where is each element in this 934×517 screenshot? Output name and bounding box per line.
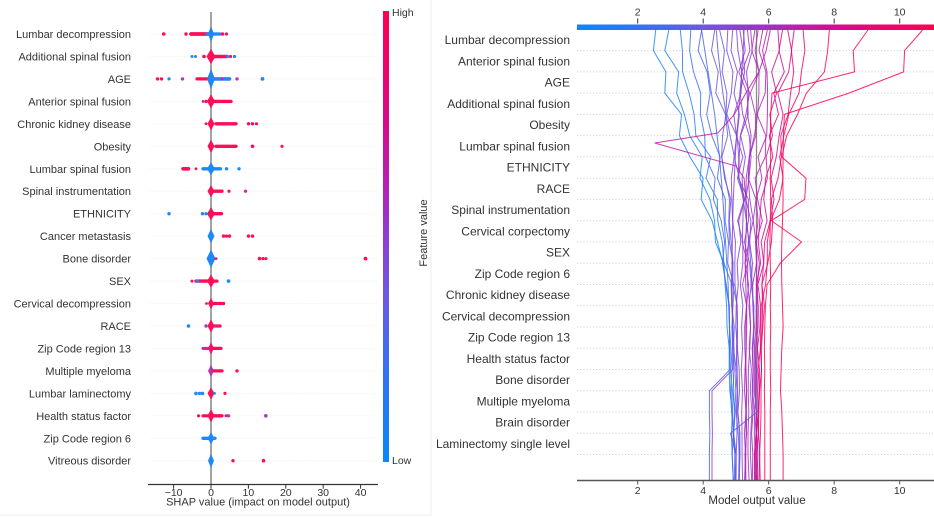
svg-text:30: 30: [317, 487, 329, 499]
svg-text:Lumbar laminectomy: Lumbar laminectomy: [29, 388, 132, 400]
svg-text:Model output value: Model output value: [708, 495, 805, 507]
svg-text:Lumbar decompression: Lumbar decompression: [445, 33, 570, 47]
svg-text:10: 10: [894, 485, 906, 497]
svg-text:Bone disorder: Bone disorder: [63, 254, 132, 266]
svg-text:Feature value: Feature value: [418, 199, 430, 266]
svg-text:Anterior spinal fusion: Anterior spinal fusion: [28, 96, 131, 108]
svg-text:Brain disorder: Brain disorder: [495, 416, 570, 430]
svg-text:Obesity: Obesity: [529, 118, 570, 132]
svg-text:Chronic kidney disease: Chronic kidney disease: [17, 119, 131, 131]
svg-text:2: 2: [635, 485, 641, 497]
svg-text:10: 10: [243, 487, 255, 499]
svg-text:Anterior spinal fusion: Anterior spinal fusion: [458, 54, 570, 68]
svg-text:High: High: [392, 7, 414, 19]
svg-text:SHAP value (impact on model ou: SHAP value (impact on model output): [166, 497, 350, 509]
svg-text:2: 2: [635, 7, 641, 19]
svg-text:20: 20: [280, 487, 292, 499]
svg-text:SEX: SEX: [109, 276, 132, 288]
svg-text:RACE: RACE: [100, 321, 131, 333]
svg-text:ETHNICITY: ETHNICITY: [507, 161, 570, 175]
svg-text:10: 10: [894, 7, 906, 19]
svg-text:Additional spinal fusion: Additional spinal fusion: [447, 97, 570, 111]
svg-text:RACE: RACE: [537, 182, 570, 196]
svg-text:−10: −10: [165, 487, 183, 499]
svg-text:Lumbar spinal fusion: Lumbar spinal fusion: [29, 164, 131, 176]
svg-text:Multiple myeloma: Multiple myeloma: [477, 394, 571, 408]
svg-text:SEX: SEX: [546, 246, 570, 260]
svg-text:8: 8: [831, 7, 837, 19]
svg-text:Spinal instrumentation: Spinal instrumentation: [22, 186, 131, 198]
svg-text:Health status factor: Health status factor: [467, 352, 570, 366]
svg-text:Cervical decompression: Cervical decompression: [14, 299, 131, 311]
svg-text:Cervical decompression: Cervical decompression: [442, 309, 570, 323]
svg-text:Spinal instrumentation: Spinal instrumentation: [451, 203, 570, 217]
svg-text:4: 4: [700, 7, 706, 19]
svg-text:Lumbar spinal fusion: Lumbar spinal fusion: [459, 139, 570, 153]
svg-text:Multiple myeloma: Multiple myeloma: [45, 366, 131, 378]
svg-text:6: 6: [766, 485, 772, 497]
svg-text:Additional spinal fusion: Additional spinal fusion: [18, 52, 131, 64]
svg-text:Bone disorder: Bone disorder: [495, 373, 570, 387]
svg-text:Low: Low: [392, 455, 412, 467]
svg-text:AGE: AGE: [545, 76, 570, 90]
svg-text:Health status factor: Health status factor: [36, 411, 131, 423]
svg-text:Cancer metastasis: Cancer metastasis: [40, 231, 132, 243]
svg-text:0: 0: [208, 487, 214, 499]
svg-text:4: 4: [700, 485, 706, 497]
svg-text:8: 8: [831, 485, 837, 497]
svg-text:Zip Code region 13: Zip Code region 13: [37, 343, 131, 355]
svg-text:Lumbar decompression: Lumbar decompression: [16, 29, 131, 41]
svg-text:40: 40: [355, 487, 367, 499]
svg-text:Obesity: Obesity: [94, 141, 132, 153]
svg-text:6: 6: [766, 7, 772, 19]
svg-text:Zip Code region 6: Zip Code region 6: [44, 433, 131, 445]
svg-text:Vitreous disorder: Vitreous disorder: [48, 456, 131, 468]
svg-text:AGE: AGE: [108, 74, 131, 86]
svg-text:Chronic kidney disease: Chronic kidney disease: [446, 288, 570, 302]
svg-text:Zip Code region 6: Zip Code region 6: [475, 267, 571, 281]
svg-text:Cervical corpectomy: Cervical corpectomy: [461, 224, 570, 238]
svg-text:Zip Code region 13: Zip Code region 13: [468, 331, 570, 345]
svg-text:ETHNICITY: ETHNICITY: [73, 209, 132, 221]
svg-text:Laminectomy single level: Laminectomy single level: [436, 437, 570, 451]
